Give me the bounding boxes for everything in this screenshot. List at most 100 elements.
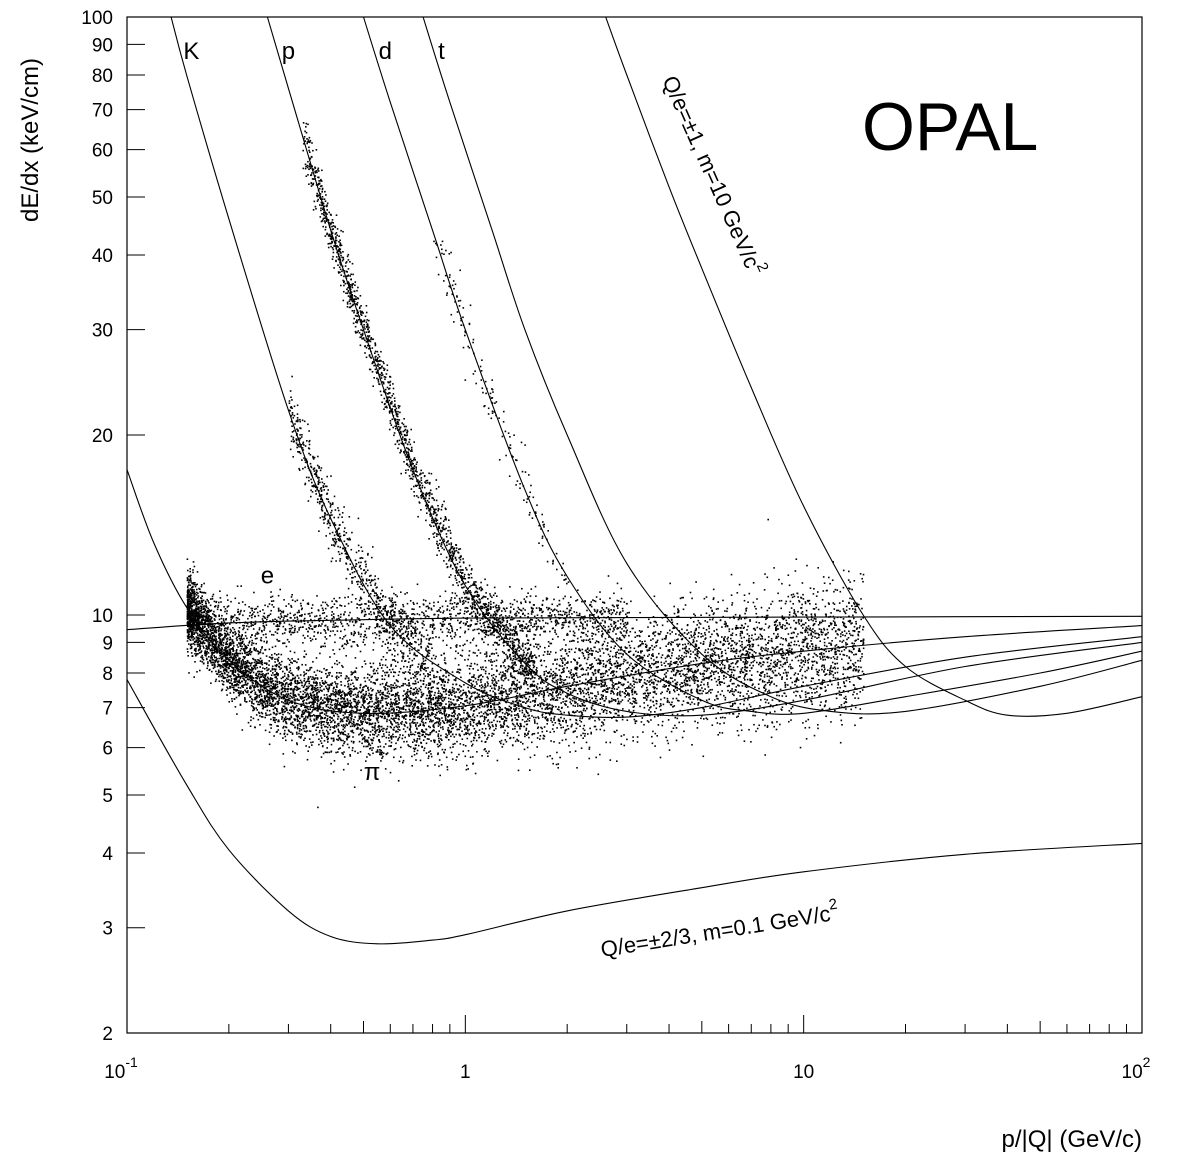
scatter-point xyxy=(649,647,652,649)
scatter-point xyxy=(363,701,366,703)
scatter-point xyxy=(629,647,632,649)
scatter-point xyxy=(573,678,575,681)
scatter-point xyxy=(674,716,677,719)
scatter-point xyxy=(343,724,345,726)
scatter-point xyxy=(546,687,548,690)
scatter-point xyxy=(438,704,441,706)
scatter-point xyxy=(672,627,674,630)
scatter-point xyxy=(704,651,706,654)
scatter-point xyxy=(289,697,291,700)
scatter-point xyxy=(531,741,533,744)
scatter-point xyxy=(346,717,349,720)
scatter-point xyxy=(525,702,527,704)
scatter-point xyxy=(731,688,733,690)
scatter-point xyxy=(291,723,294,726)
scatter-point xyxy=(707,651,709,654)
scatter-point xyxy=(320,696,322,699)
scatter-point xyxy=(357,692,359,694)
scatter-point xyxy=(345,737,348,740)
scatter-point xyxy=(187,585,189,588)
scatter-point xyxy=(296,727,299,730)
scatter-point xyxy=(253,685,256,687)
scatter-point xyxy=(844,612,847,615)
scatter-point xyxy=(696,670,698,673)
scatter-point xyxy=(805,609,808,612)
scatter-point xyxy=(236,660,239,663)
scatter-point xyxy=(602,663,605,665)
scatter-point xyxy=(607,687,609,689)
scatter-point xyxy=(295,715,298,718)
scatter-point xyxy=(842,666,845,669)
scatter-point xyxy=(357,699,360,702)
scatter-point xyxy=(238,657,241,659)
scatter-point xyxy=(628,687,630,689)
scatter-point xyxy=(222,663,224,665)
scatter-point xyxy=(296,674,299,677)
scatter-point xyxy=(597,671,600,674)
scatter-point xyxy=(784,628,787,630)
scatter-point xyxy=(317,700,319,703)
scatter-point xyxy=(276,681,278,684)
scatter-point xyxy=(717,691,719,693)
scatter-point xyxy=(427,646,430,648)
scatter-point xyxy=(205,638,208,641)
scatter-point xyxy=(639,705,641,708)
scatter-point xyxy=(616,683,618,685)
scatter-point xyxy=(711,688,713,691)
scatter-point xyxy=(594,672,597,675)
scatter-point xyxy=(641,641,643,643)
scatter-point xyxy=(384,743,387,745)
scatter-point xyxy=(579,717,581,719)
scatter-point xyxy=(747,653,750,656)
scatter-point xyxy=(574,666,577,669)
scatter-point xyxy=(476,714,479,717)
scatter-point xyxy=(470,706,472,709)
scatter-point xyxy=(311,687,313,690)
scatter-point xyxy=(375,707,378,710)
scatter-point xyxy=(206,667,208,670)
scatter-point xyxy=(720,652,723,655)
scatter-point xyxy=(676,717,679,720)
scatter-point xyxy=(198,652,201,654)
scatter-point xyxy=(229,687,231,689)
scatter-point xyxy=(362,702,365,704)
scatter-point xyxy=(633,647,636,650)
scatter-point xyxy=(736,666,739,668)
scatter-point xyxy=(636,635,638,637)
scatter-point xyxy=(535,646,538,648)
scatter-point xyxy=(278,666,281,668)
scatter-point xyxy=(500,742,502,745)
scatter-point xyxy=(225,652,228,655)
scatter-point xyxy=(731,644,733,646)
scatter-point xyxy=(291,709,293,712)
scatter-point xyxy=(365,690,367,693)
scatter-point xyxy=(511,640,514,643)
scatter-point xyxy=(538,692,541,695)
scatter-point xyxy=(650,679,653,681)
scatter-point xyxy=(848,657,851,659)
scatter-point xyxy=(691,636,693,638)
scatter-point xyxy=(824,701,827,703)
scatter-point xyxy=(470,740,473,743)
scatter-point xyxy=(380,749,382,752)
scatter-point xyxy=(390,745,392,747)
scatter-point xyxy=(274,664,277,667)
scatter-point xyxy=(191,655,194,657)
scatter-point xyxy=(186,640,189,642)
scatter-point xyxy=(437,696,439,698)
scatter-point xyxy=(767,636,770,638)
scatter-point xyxy=(331,698,333,701)
scatter-point xyxy=(291,662,293,664)
scatter-point xyxy=(366,739,368,741)
scatter-point xyxy=(638,678,640,681)
scatter-point xyxy=(439,774,441,777)
scatter-point xyxy=(286,690,289,693)
scatter-point xyxy=(258,694,261,697)
scatter-point xyxy=(258,696,261,698)
scatter-point xyxy=(557,694,559,696)
scatter-point xyxy=(220,621,223,623)
scatter-point xyxy=(722,671,724,674)
scatter-point xyxy=(384,674,387,677)
scatter-point xyxy=(251,690,253,693)
scatter-point xyxy=(276,673,278,675)
